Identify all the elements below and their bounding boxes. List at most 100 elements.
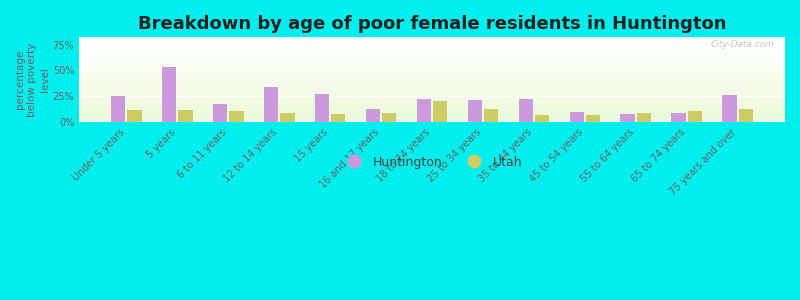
Bar: [79, 42, 785, 43]
Bar: [79, 94, 785, 95]
Bar: [79, 78, 785, 79]
Bar: [162, 67, 176, 122]
Bar: [738, 109, 753, 122]
Bar: [79, 66, 785, 67]
Bar: [79, 58, 785, 59]
Bar: [79, 82, 785, 83]
Bar: [79, 38, 785, 39]
Bar: [79, 90, 785, 91]
Y-axis label: percentage
below poverty
level: percentage below poverty level: [15, 43, 50, 117]
Bar: [79, 95, 785, 96]
Bar: [468, 100, 482, 122]
Bar: [280, 113, 294, 122]
Bar: [570, 112, 584, 122]
Bar: [79, 61, 785, 62]
Bar: [79, 100, 785, 101]
Bar: [79, 83, 785, 84]
Bar: [79, 103, 785, 104]
Bar: [79, 116, 785, 117]
Bar: [586, 115, 600, 122]
Bar: [79, 115, 785, 116]
Bar: [79, 119, 785, 120]
Bar: [127, 110, 142, 122]
Bar: [79, 69, 785, 70]
Bar: [79, 96, 785, 97]
Bar: [79, 77, 785, 78]
Bar: [79, 111, 785, 112]
Bar: [79, 84, 785, 85]
Bar: [79, 47, 785, 48]
Bar: [79, 87, 785, 88]
Legend: Huntington, Utah: Huntington, Utah: [337, 151, 527, 174]
Bar: [621, 114, 634, 122]
Bar: [79, 49, 785, 50]
Bar: [79, 63, 785, 64]
Bar: [535, 115, 549, 122]
Bar: [79, 51, 785, 52]
Bar: [79, 52, 785, 53]
Bar: [366, 109, 380, 122]
Bar: [79, 72, 785, 73]
Bar: [79, 98, 785, 99]
Bar: [79, 48, 785, 49]
Bar: [79, 108, 785, 109]
Bar: [79, 57, 785, 58]
Bar: [79, 81, 785, 82]
Bar: [264, 87, 278, 122]
Bar: [688, 111, 702, 122]
Bar: [79, 46, 785, 47]
Bar: [79, 70, 785, 71]
Bar: [671, 113, 686, 122]
Bar: [79, 68, 785, 69]
Bar: [79, 45, 785, 46]
Bar: [79, 50, 785, 51]
Bar: [79, 91, 785, 92]
Bar: [484, 109, 498, 122]
Bar: [79, 89, 785, 90]
Bar: [79, 97, 785, 98]
Bar: [79, 99, 785, 100]
Bar: [79, 64, 785, 65]
Bar: [230, 111, 243, 122]
Bar: [79, 79, 785, 80]
Bar: [111, 96, 126, 122]
Bar: [79, 106, 785, 107]
Bar: [433, 101, 447, 122]
Bar: [79, 44, 785, 45]
Bar: [79, 62, 785, 63]
Bar: [79, 85, 785, 86]
Bar: [79, 74, 785, 75]
Bar: [79, 41, 785, 42]
Bar: [79, 102, 785, 103]
Bar: [213, 103, 227, 122]
Bar: [315, 94, 329, 122]
Bar: [79, 88, 785, 89]
Bar: [79, 117, 785, 118]
Bar: [331, 114, 346, 122]
Bar: [79, 43, 785, 44]
Bar: [79, 67, 785, 68]
Bar: [79, 121, 785, 122]
Bar: [79, 86, 785, 87]
Bar: [79, 40, 785, 41]
Bar: [79, 107, 785, 108]
Bar: [79, 113, 785, 114]
Bar: [79, 37, 785, 38]
Bar: [79, 80, 785, 81]
Bar: [79, 39, 785, 40]
Bar: [79, 105, 785, 106]
Bar: [79, 56, 785, 57]
Title: Breakdown by age of poor female residents in Huntington: Breakdown by age of poor female resident…: [138, 15, 726, 33]
Bar: [79, 71, 785, 72]
Bar: [79, 110, 785, 111]
Bar: [518, 99, 533, 122]
Bar: [79, 65, 785, 66]
Bar: [79, 112, 785, 113]
Bar: [79, 59, 785, 60]
Bar: [79, 60, 785, 61]
Bar: [417, 99, 431, 122]
Bar: [79, 120, 785, 121]
Bar: [382, 113, 396, 122]
Bar: [79, 54, 785, 55]
Bar: [79, 104, 785, 105]
